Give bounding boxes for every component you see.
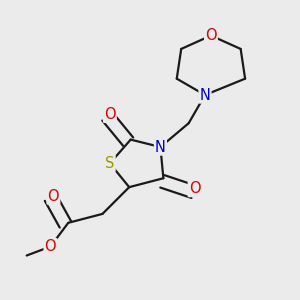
Text: O: O — [45, 239, 56, 254]
Text: S: S — [105, 156, 115, 171]
Text: O: O — [205, 28, 217, 43]
Text: O: O — [104, 107, 116, 122]
Text: N: N — [200, 88, 210, 103]
Text: N: N — [155, 140, 166, 154]
Text: O: O — [48, 189, 59, 204]
Text: O: O — [189, 181, 200, 196]
